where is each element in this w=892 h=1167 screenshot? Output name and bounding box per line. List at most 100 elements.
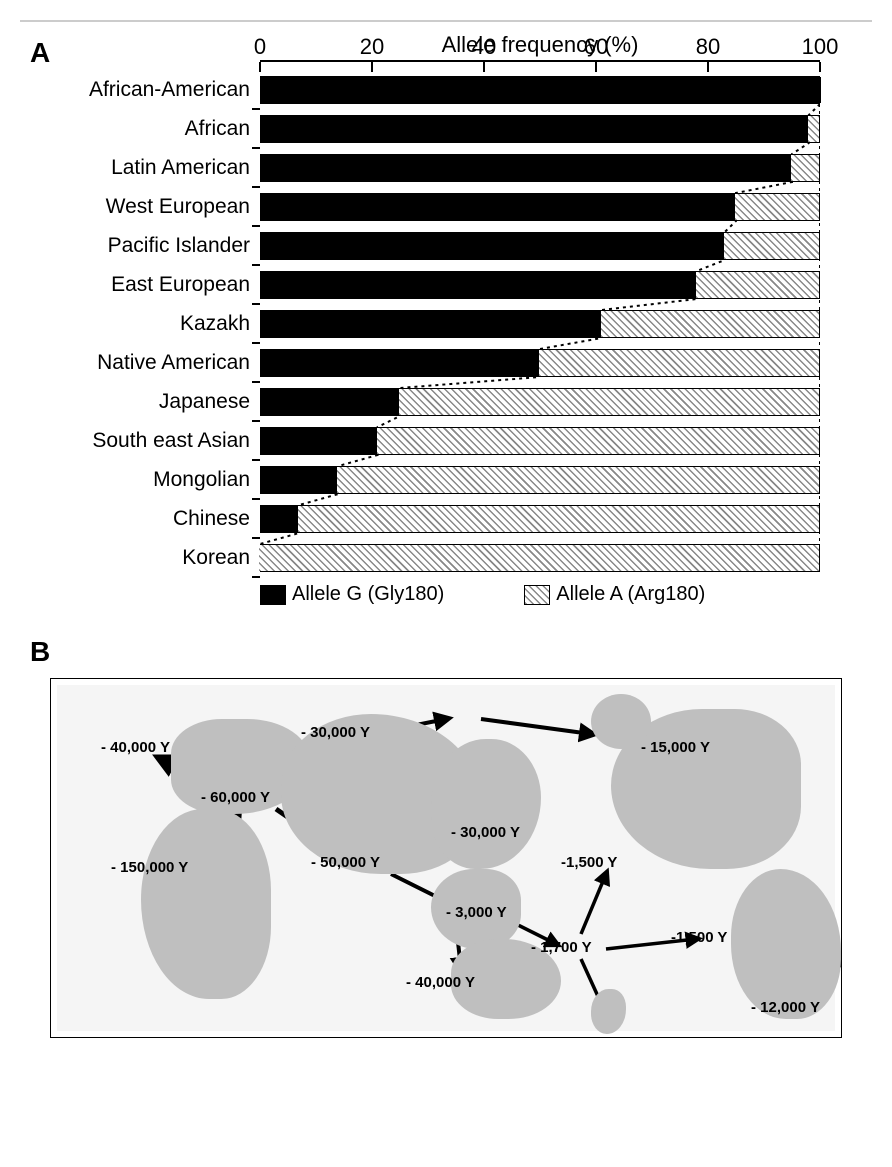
time-label: - 15,000 Y <box>641 739 710 756</box>
time-label: - 30,000 Y <box>451 824 520 841</box>
bar-row: African-American <box>260 76 820 107</box>
segment-allele-a <box>808 116 819 142</box>
category-label: African-American <box>89 78 250 102</box>
segment-allele-g <box>261 389 401 415</box>
landmass-africa <box>141 809 271 999</box>
stacked-bar <box>260 349 820 377</box>
time-label: - 12,000 Y <box>751 999 820 1016</box>
y-minor-tick <box>252 537 260 539</box>
y-minor-tick <box>252 186 260 188</box>
category-label: Japanese <box>159 390 250 414</box>
bar-row: West European <box>260 193 820 224</box>
stacked-bar <box>260 427 820 455</box>
bar-chart: Allele frequency (%) 020406080100 Africa… <box>260 32 820 575</box>
stacked-bar <box>260 544 820 572</box>
migration-arrow <box>481 719 591 734</box>
time-label: - 40,000 Y <box>101 739 170 756</box>
segment-allele-a <box>337 467 819 493</box>
bar-row: Mongolian <box>260 466 820 497</box>
y-minor-tick <box>252 342 260 344</box>
map-box: - 40,000 Y - 30,000 Y - 60,000 Y - 150,000 … <box>50 678 842 1038</box>
x-tick <box>819 62 821 72</box>
panel-b-label: B <box>30 636 872 668</box>
x-tick <box>595 62 597 72</box>
y-minor-tick <box>252 108 260 110</box>
swatch-allele-g <box>260 585 286 605</box>
time-label: - 40,000 Y <box>406 974 475 991</box>
time-label: - 3,000 Y <box>446 904 507 921</box>
segment-allele-g <box>261 350 541 376</box>
time-label: - 30,000 Y <box>301 724 370 741</box>
bar-row: Latin American <box>260 154 820 185</box>
segment-allele-g <box>261 233 726 259</box>
bar-row: Native American <box>260 349 820 380</box>
stacked-bar <box>260 388 820 416</box>
category-label: Pacific Islander <box>108 234 250 258</box>
segment-allele-a <box>377 428 819 454</box>
segment-allele-a <box>724 233 819 259</box>
stacked-bar <box>260 466 820 494</box>
segment-allele-g <box>261 311 603 337</box>
y-minor-tick <box>252 381 260 383</box>
segment-allele-g <box>261 272 698 298</box>
legend: Allele G (Gly180) Allele A (Arg180) <box>260 583 820 606</box>
category-label: Native American <box>97 351 250 375</box>
panel-a-label: A <box>30 37 50 69</box>
x-tick <box>483 62 485 72</box>
y-minor-tick <box>252 498 260 500</box>
x-tick-label: 100 <box>802 34 839 60</box>
segment-allele-a <box>399 389 819 415</box>
y-minor-tick <box>252 303 260 305</box>
legend-item-g: Allele G (Gly180) <box>260 583 444 606</box>
segment-allele-a <box>259 545 819 571</box>
time-label: - 1,700 Y <box>531 939 592 956</box>
legend-label-g: Allele G (Gly180) <box>292 583 444 606</box>
bar-row: Chinese <box>260 505 820 536</box>
bar-row: South east Asian <box>260 427 820 458</box>
segment-allele-a <box>696 272 819 298</box>
segment-allele-a <box>735 194 819 220</box>
legend-label-a: Allele A (Arg180) <box>556 583 705 606</box>
y-minor-tick <box>252 576 260 578</box>
segment-allele-g <box>261 155 793 181</box>
segment-allele-a <box>539 350 819 376</box>
x-tick <box>707 62 709 72</box>
x-axis-title: Allele frequency (%) <box>260 32 820 58</box>
y-minor-tick <box>252 420 260 422</box>
bar-row: Korean <box>260 544 820 575</box>
category-label: African <box>185 117 250 141</box>
category-label: East European <box>111 273 250 297</box>
y-minor-tick <box>252 225 260 227</box>
stacked-bar <box>260 115 820 143</box>
x-tick-label: 40 <box>472 34 496 60</box>
stacked-bar <box>260 154 820 182</box>
stacked-bar <box>260 193 820 221</box>
swatch-allele-a <box>524 585 550 605</box>
bar-row: East European <box>260 271 820 302</box>
category-label: Chinese <box>173 507 250 531</box>
y-minor-tick <box>252 459 260 461</box>
bar-row: Japanese <box>260 388 820 419</box>
segment-allele-a <box>298 506 819 532</box>
time-label: - 60,000 Y <box>201 789 270 806</box>
category-label: Mongolian <box>153 468 250 492</box>
category-label: Korean <box>182 546 250 570</box>
stacked-bar <box>260 310 820 338</box>
category-label: South east Asian <box>92 429 250 453</box>
stacked-bar <box>260 505 820 533</box>
time-label: -1,500 Y <box>561 854 617 871</box>
segment-allele-g <box>261 428 379 454</box>
segment-allele-g <box>261 116 810 142</box>
bar-row: African <box>260 115 820 146</box>
time-label: -1,500 Y <box>671 929 727 946</box>
figure-container: A Allele frequency (%) 020406080100 Afri… <box>20 20 872 1038</box>
category-label: Latin American <box>111 156 250 180</box>
migration-arrow <box>581 874 606 934</box>
time-label: - 50,000 Y <box>311 854 380 871</box>
segment-allele-a <box>601 311 819 337</box>
stacked-bar <box>260 232 820 260</box>
time-label: - 150,000 Y <box>111 859 188 876</box>
x-tick-label: 60 <box>584 34 608 60</box>
category-label: West European <box>106 195 250 219</box>
bar-row: Kazakh <box>260 310 820 341</box>
